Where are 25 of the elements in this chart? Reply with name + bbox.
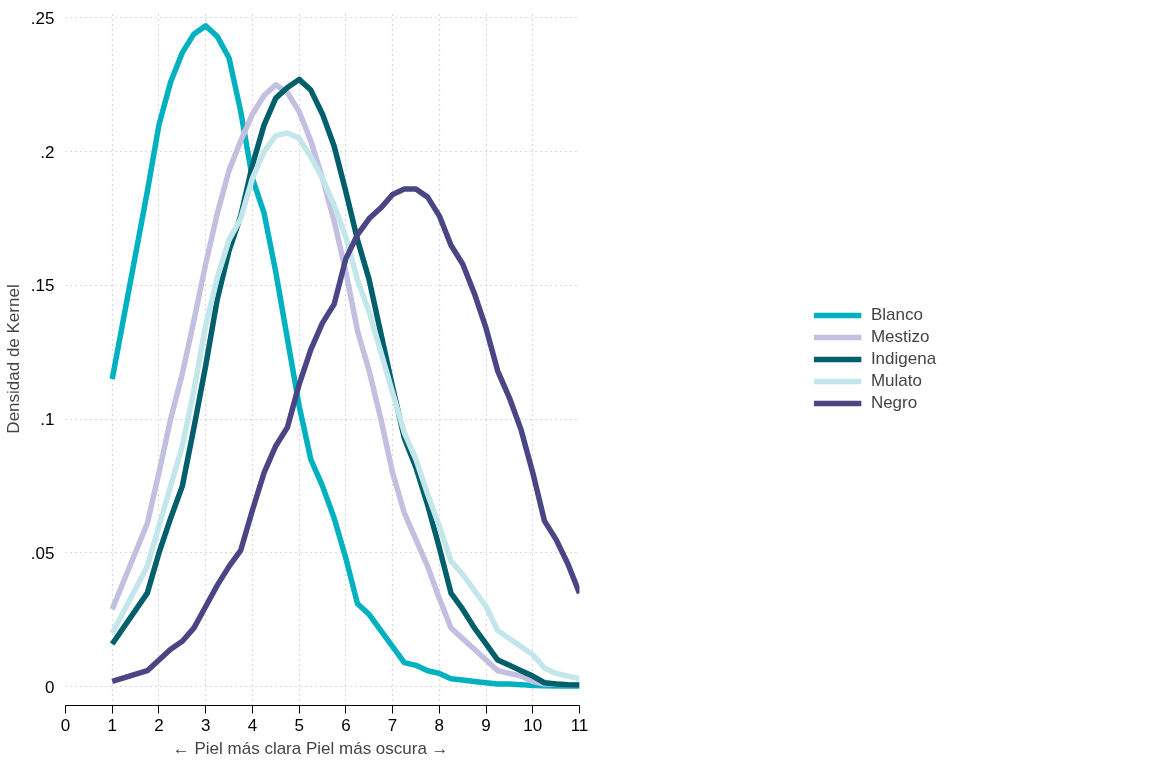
- y-tick-label: .15: [30, 276, 55, 296]
- x-axis-title: ← Piel más clara Piel más oscura →: [172, 738, 449, 758]
- x-tick-label: 1: [107, 715, 117, 735]
- x-tick-label: 4: [247, 715, 258, 735]
- x-tick-label: 10: [523, 715, 543, 735]
- legend-label: Indigena: [870, 348, 937, 369]
- x-tick-label: 6: [341, 715, 351, 735]
- x-tick-label: 5: [294, 715, 304, 735]
- y-tick-label: .25: [30, 8, 55, 28]
- legend-label: Mulato: [870, 370, 922, 391]
- y-tick-label: .05: [30, 543, 55, 563]
- y-tick-label: .2: [40, 142, 55, 162]
- legend-label: Blanco: [870, 304, 923, 325]
- y-tick-label: .1: [40, 410, 55, 430]
- x-tick-label: 11: [570, 715, 589, 735]
- x-tick-label: 9: [481, 715, 491, 735]
- legend-label: Mestizo: [870, 326, 930, 347]
- x-tick-label: 7: [387, 715, 398, 735]
- legend-label: Negro: [870, 392, 918, 413]
- y-axis-title: Densidad de Kernel: [3, 284, 23, 434]
- x-tick-label: 8: [434, 715, 445, 735]
- x-tick-label: 3: [200, 715, 211, 735]
- x-tick-label: 2: [154, 715, 164, 735]
- x-tick-label: 0: [60, 715, 71, 735]
- y-tick-label: 0: [45, 677, 55, 697]
